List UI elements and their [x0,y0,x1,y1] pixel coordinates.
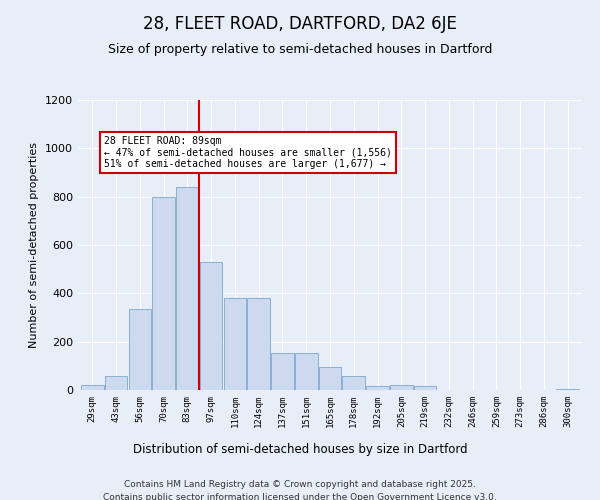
Bar [295,352,317,390]
Bar [390,385,413,390]
Text: Distribution of semi-detached houses by size in Dartford: Distribution of semi-detached houses by … [133,442,467,456]
Bar [105,376,127,390]
Bar [319,367,341,390]
Bar [271,352,294,390]
Bar [176,187,199,390]
Bar [556,389,579,390]
Bar [366,386,389,390]
Text: Contains HM Land Registry data © Crown copyright and database right 2025.: Contains HM Land Registry data © Crown c… [124,480,476,489]
Y-axis label: Number of semi-detached properties: Number of semi-detached properties [29,142,40,348]
Bar [343,376,365,390]
Bar [224,298,246,390]
Text: 28 FLEET ROAD: 89sqm
← 47% of semi-detached houses are smaller (1,556)
51% of se: 28 FLEET ROAD: 89sqm ← 47% of semi-detac… [104,136,392,170]
Bar [128,309,151,390]
Bar [81,385,104,390]
Text: 28, FLEET ROAD, DARTFORD, DA2 6JE: 28, FLEET ROAD, DARTFORD, DA2 6JE [143,15,457,33]
Bar [414,386,436,390]
Text: Size of property relative to semi-detached houses in Dartford: Size of property relative to semi-detach… [108,42,492,56]
Bar [247,298,270,390]
Bar [152,196,175,390]
Text: Contains public sector information licensed under the Open Government Licence v3: Contains public sector information licen… [103,492,497,500]
Bar [200,262,223,390]
